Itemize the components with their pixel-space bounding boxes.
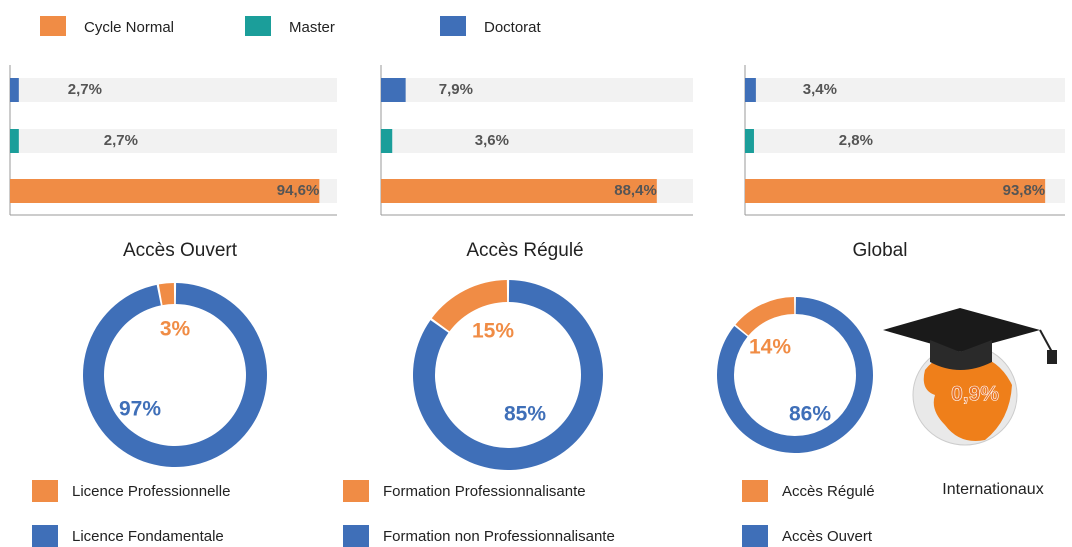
donut-value-label: 3% <box>160 318 191 341</box>
legend-swatch <box>32 480 58 502</box>
donut-value-label: 14% <box>749 336 791 359</box>
legend-label: Accès Ouvert <box>782 528 873 545</box>
legend-swatch <box>32 525 58 547</box>
bar <box>10 129 19 153</box>
legend-label: Doctorat <box>484 19 542 36</box>
legend-label: Licence Professionnelle <box>72 483 230 500</box>
bar-value-label: 3,4% <box>803 81 837 98</box>
chart-title: Accès Ouvert <box>123 240 238 261</box>
chart-title: Accès Régulé <box>466 240 583 261</box>
bar-track <box>381 78 693 102</box>
legend-label: Licence Fondamentale <box>72 528 224 545</box>
legend-swatch <box>343 480 369 502</box>
bar-value-label: 88,4% <box>614 182 657 199</box>
bar <box>745 129 754 153</box>
internationaux-value: 0,9% <box>951 383 999 406</box>
donut-segment <box>158 283 175 306</box>
legend-label: Accès Régulé <box>782 483 875 500</box>
globe-icon <box>883 308 1057 446</box>
bar <box>381 179 657 203</box>
bar-value-label: 2,7% <box>104 132 138 149</box>
bar-value-label: 94,6% <box>277 182 320 199</box>
bar <box>381 78 406 102</box>
legend-label: Formation Professionnalisante <box>383 483 586 500</box>
legend-swatch <box>742 525 768 547</box>
donut-segment <box>83 283 268 468</box>
bar-track <box>10 78 337 102</box>
bar-value-label: 2,8% <box>839 132 873 149</box>
legend-swatch <box>40 16 66 36</box>
bar-value-label: 93,8% <box>1003 182 1046 199</box>
bar-value-label: 2,7% <box>68 81 102 98</box>
bar <box>10 78 19 102</box>
legend-swatch <box>245 16 271 36</box>
bar <box>745 179 1046 203</box>
legend-label: Formation non Professionnalisante <box>383 528 615 545</box>
legend-label: Master <box>289 19 335 36</box>
bar-track <box>745 78 1065 102</box>
donut-value-label: 85% <box>504 403 546 426</box>
donut-value-label: 86% <box>789 403 831 426</box>
donut-value-label: 97% <box>119 398 161 421</box>
bar <box>745 78 756 102</box>
donut-segment <box>735 297 795 336</box>
donut-value-label: 15% <box>472 320 514 343</box>
legend-label: Cycle Normal <box>84 19 174 36</box>
bar-track <box>381 129 693 153</box>
donut-segment <box>431 280 508 332</box>
bar <box>381 129 393 153</box>
legend-swatch <box>343 525 369 547</box>
bar-value-label: 7,9% <box>439 81 473 98</box>
bar-track <box>10 129 337 153</box>
bar-value-label: 3,6% <box>475 132 509 149</box>
bar-track <box>745 129 1065 153</box>
internationaux-label: Internationaux <box>942 481 1043 498</box>
legend-swatch <box>440 16 466 36</box>
bar <box>10 179 320 203</box>
legend-swatch <box>742 480 768 502</box>
chart-title: Global <box>853 240 908 261</box>
